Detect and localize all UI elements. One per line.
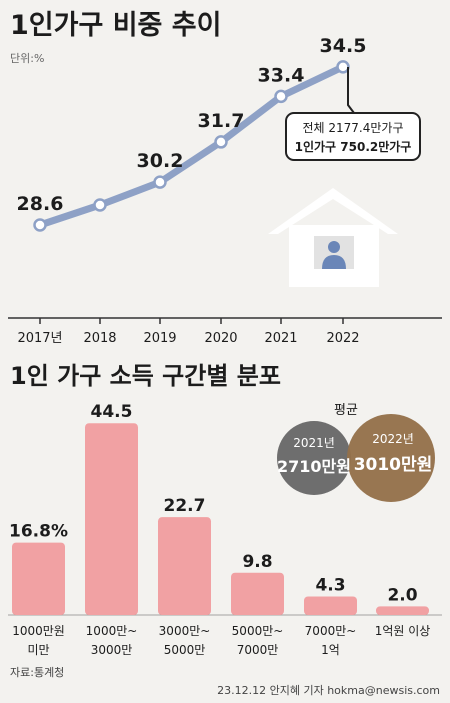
line-value-label: 31.7 <box>198 110 245 132</box>
bar-category-label: 1억 <box>321 643 340 657</box>
average-title: 평균 <box>334 403 358 418</box>
bar-category-label: 7000만 <box>237 643 279 657</box>
credit-line: 23.12.12 안지혜 기자 hokma@newsis.com <box>217 684 440 697</box>
line-point <box>153 175 167 189</box>
bar <box>231 572 284 615</box>
average-2021-circle <box>277 421 351 495</box>
bar <box>85 423 138 615</box>
bar-category-label: 7000만~ <box>305 624 357 638</box>
line-value-label: 33.4 <box>258 64 305 86</box>
line-value-label: 30.2 <box>137 150 184 172</box>
line-tick-label: 2017년 <box>17 331 62 346</box>
average-2022-value: 3010만원 <box>354 455 433 475</box>
unit-note: 단위:% <box>10 52 44 65</box>
line-chart-title: 1인가구 비중 추이 <box>10 10 221 41</box>
line-value-label: 28.6 <box>17 193 64 215</box>
source-note: 자료:통계청 <box>10 666 64 679</box>
bar-category-label: 1000만원 <box>12 624 65 638</box>
line-point <box>214 135 228 149</box>
line-tick-label: 2020 <box>204 331 237 346</box>
average-2022-label: 2022년 <box>372 432 414 446</box>
bar <box>304 596 357 615</box>
line-x-axis: 2017년 2018 2019 2020 2021 2022 <box>8 317 442 346</box>
bar <box>12 542 65 615</box>
bar-category-label: 5000만 <box>164 643 206 657</box>
bar-value-label: 2.0 <box>387 585 417 605</box>
callout-single: 1인가구 750.2만가구 <box>295 139 412 154</box>
line-tick-label: 2018 <box>83 331 116 346</box>
line-tick-label: 2019 <box>143 331 176 346</box>
average-2021-label: 2021년 <box>293 436 335 450</box>
line-series: 28.6 30.2 31.7 33.4 34.5 <box>17 35 367 232</box>
bar-value-label: 44.5 <box>91 402 133 422</box>
person-icon <box>322 241 346 269</box>
bar-category-label: 1억원 이상 <box>375 624 431 638</box>
average-2022-circle <box>347 414 435 502</box>
bar-value-label: 4.3 <box>315 575 345 595</box>
line-point <box>33 218 47 232</box>
callout-box <box>285 112 421 161</box>
line-tick-label: 2021 <box>264 331 297 346</box>
line-point <box>93 198 107 212</box>
line-point <box>274 89 288 104</box>
bar-category-label: 미만 <box>27 643 49 657</box>
average-2021-value: 2710만원 <box>277 457 351 476</box>
series-line <box>36 63 347 229</box>
callout-total: 전체 2177.4만가구 <box>302 121 403 135</box>
bar-category-label: 1000만~ <box>86 624 138 638</box>
bar-chart-title: 1인 가구 소득 구간별 분포 <box>10 362 281 390</box>
callout-pointer <box>347 67 355 114</box>
bar-value-label: 16.8% <box>9 522 68 542</box>
bar-category-label: 5000만~ <box>232 624 284 638</box>
bar <box>376 606 429 615</box>
line-point <box>336 60 350 74</box>
bar <box>158 517 211 615</box>
line-tick-label: 2022 <box>326 331 359 346</box>
bar-category-label: 3000만 <box>91 643 133 657</box>
line-value-label: 34.5 <box>320 35 367 57</box>
house-icon <box>268 188 398 287</box>
bar-value-label: 9.8 <box>242 552 272 572</box>
bar-category-label: 3000만~ <box>159 624 211 638</box>
bar-value-label: 22.7 <box>164 496 206 516</box>
